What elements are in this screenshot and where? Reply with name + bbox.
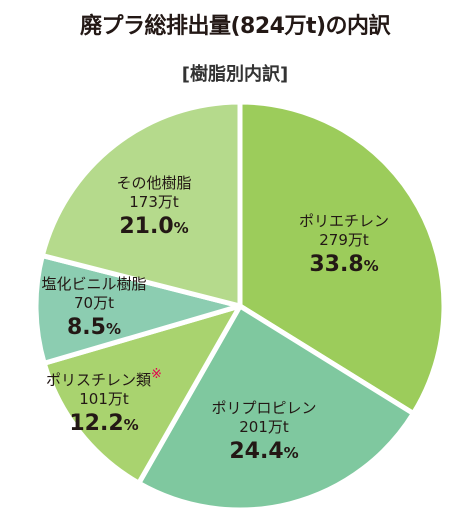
- slice-amount-label: 101万t: [79, 390, 129, 408]
- slice-name-text: ポリスチレン類: [46, 371, 151, 389]
- pie-slice-other: [39, 99, 243, 309]
- slice-percent-label: 8.5%: [67, 315, 121, 340]
- slice-percent-unit: %: [106, 320, 121, 338]
- slice-name-label: 塩化ビニル樹脂: [41, 275, 146, 293]
- slice-percent-label: 21.0%: [119, 214, 188, 239]
- chart-title: 廃プラ総排出量(824万t)の内訳: [79, 14, 391, 39]
- note-mark: ※: [151, 367, 162, 382]
- slice-amount-label: 279万t: [319, 231, 369, 249]
- chart-subtitle: [樹脂別内訳]: [181, 64, 289, 85]
- slice-percent-value: 21.0: [119, 214, 173, 239]
- slice-name-label: ポリスチレン類※: [46, 367, 162, 389]
- slice-name-label: その他樹脂: [116, 174, 191, 192]
- slice-name-label: ポリプロピレン: [211, 399, 316, 417]
- slice-percent-unit: %: [364, 257, 379, 275]
- slice-percent-unit: %: [284, 444, 299, 462]
- slice-percent-value: 24.4: [229, 439, 283, 464]
- slice-percent-label: 24.4%: [229, 439, 298, 464]
- slice-percent-label: 33.8%: [309, 252, 378, 277]
- pie-slice-polypropylene: [136, 303, 416, 513]
- slice-name-label: ポリエチレン: [299, 212, 389, 230]
- slice-percent-unit: %: [174, 219, 189, 237]
- slice-amount-label: 173万t: [129, 193, 179, 211]
- slice-amount-label: 201万t: [239, 418, 289, 436]
- slice-percent-label: 12.2%: [69, 411, 138, 436]
- slice-percent-unit: %: [124, 416, 139, 434]
- slice-percent-value: 8.5: [67, 315, 106, 340]
- slice-percent-value: 33.8: [309, 252, 363, 277]
- pie-slices: [33, 99, 447, 513]
- slice-amount-label: 70万t: [74, 294, 114, 312]
- slice-percent-value: 12.2: [69, 411, 123, 436]
- pie-slice-pvc: [33, 253, 243, 366]
